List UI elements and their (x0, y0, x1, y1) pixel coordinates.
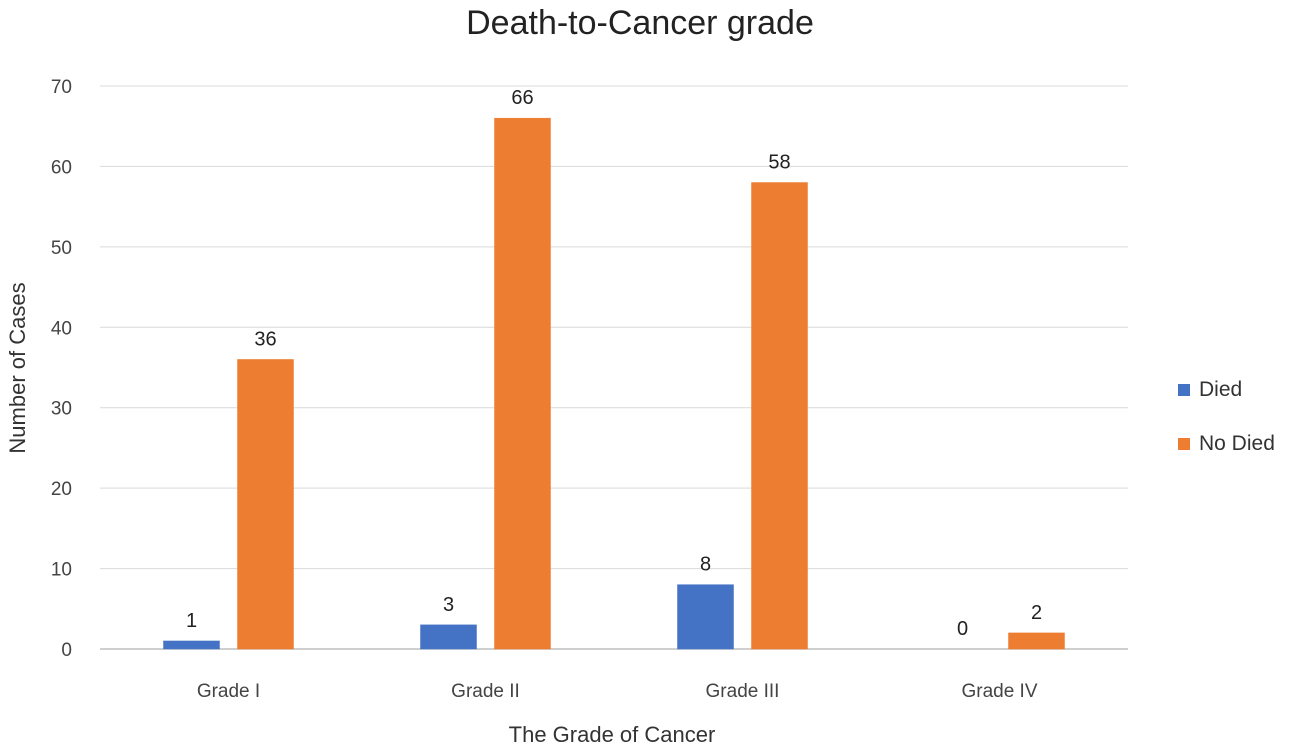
bars (163, 117, 1065, 650)
legend-label: Died (1199, 378, 1242, 401)
data-label: 3 (443, 594, 454, 616)
data-labels: 1 36 3 66 8 58 0 2 (186, 87, 1042, 640)
bar-no-died (1008, 632, 1065, 650)
x-tick-label: Grade III (706, 681, 780, 702)
data-label: 66 (511, 87, 533, 109)
y-tick-label: 40 (51, 318, 72, 339)
legend-swatch (1178, 384, 1190, 396)
legend-label: No Died (1199, 432, 1275, 455)
y-tick-label: 60 (51, 157, 72, 178)
data-label: 0 (957, 618, 968, 640)
bar-no-died (494, 117, 551, 650)
x-tick-label: Grade I (197, 681, 260, 702)
data-label: 36 (254, 328, 276, 350)
y-tick-label: 10 (51, 560, 72, 581)
y-tick-label: 70 (51, 77, 72, 98)
bar-no-died (751, 182, 808, 650)
bar-no-died (237, 359, 294, 650)
y-axis-title: Number of Cases (5, 282, 30, 453)
y-tick-label: 30 (51, 399, 72, 420)
bar-died (677, 584, 734, 650)
x-tick-labels: Grade I Grade II Grade III Grade IV (197, 681, 1038, 702)
data-label: 2 (1031, 602, 1042, 624)
x-tick-label: Grade IV (961, 681, 1037, 702)
y-tick-labels: 0 10 20 30 40 50 60 70 (51, 77, 72, 661)
y-tick-label: 50 (51, 238, 72, 259)
y-tick-label: 0 (61, 640, 72, 661)
bar-died (420, 624, 477, 650)
y-tick-label: 20 (51, 479, 72, 500)
data-label: 58 (768, 152, 790, 174)
x-tick-label: Grade II (451, 681, 520, 702)
data-label: 8 (700, 554, 711, 576)
bar-died (163, 640, 220, 650)
chart-title: Death-to-Cancer grade (466, 4, 814, 42)
data-label: 1 (186, 610, 197, 632)
x-axis-title: The Grade of Cancer (509, 722, 716, 747)
legend-swatch (1178, 438, 1190, 450)
legend: Died No Died (1178, 378, 1275, 455)
